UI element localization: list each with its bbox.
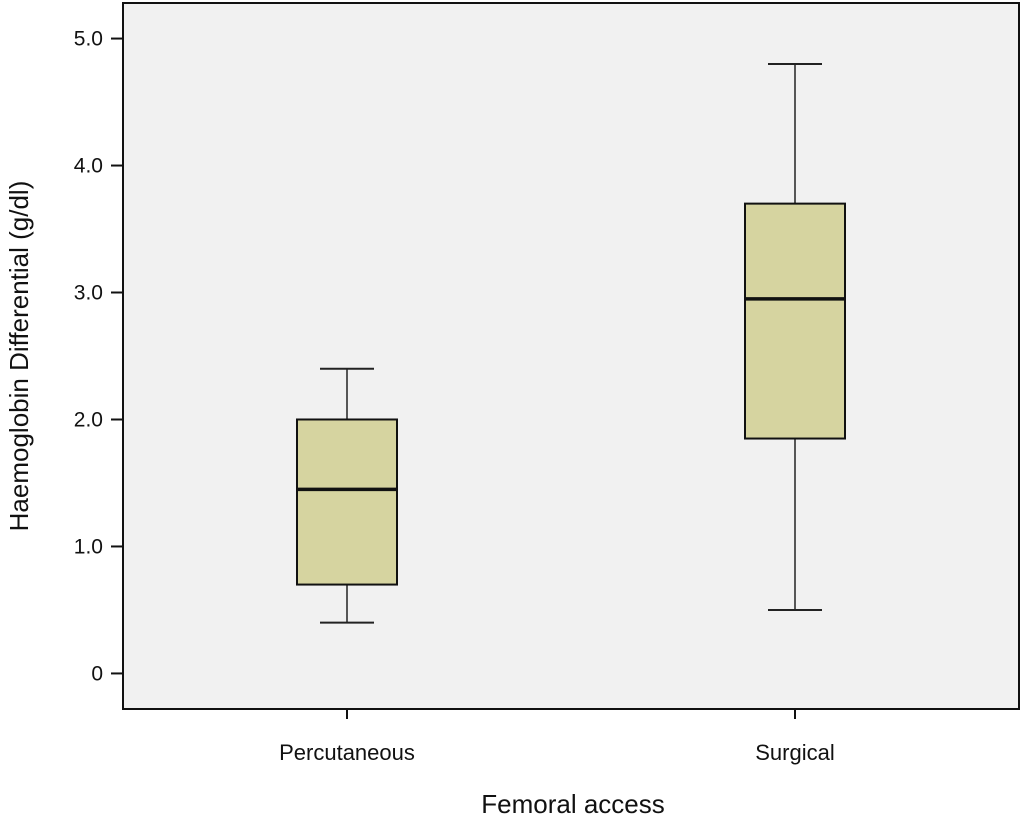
- iqr-box: [744, 202, 846, 440]
- y-tick-label-4: 4.0: [74, 155, 103, 178]
- box-surgical: [744, 62, 846, 611]
- y-tick-label-5: 5.0: [74, 28, 103, 51]
- boxes: [296, 62, 846, 624]
- y-tick-label-2: 2.0: [74, 408, 103, 431]
- y-axis: 0 1.0 2.0 3.0 4.0 5.0: [74, 28, 123, 685]
- y-tick-label-1: 1.0: [74, 535, 103, 558]
- x-tick-label-0: Percutaneous: [279, 740, 415, 765]
- y-axis-title: Haemoglobin Differential (g/dl): [4, 181, 34, 532]
- iqr-box: [296, 418, 398, 586]
- box-percutaneous: [296, 367, 398, 624]
- x-axis: Percutaneous Surgical: [279, 709, 835, 765]
- y-tick-label-0: 0: [91, 662, 103, 685]
- x-axis-title: Femoral access: [481, 789, 665, 819]
- plot-area: [122, 2, 1020, 710]
- y-tick-label-3: 3.0: [74, 282, 103, 305]
- x-tick-label-1: Surgical: [755, 740, 834, 765]
